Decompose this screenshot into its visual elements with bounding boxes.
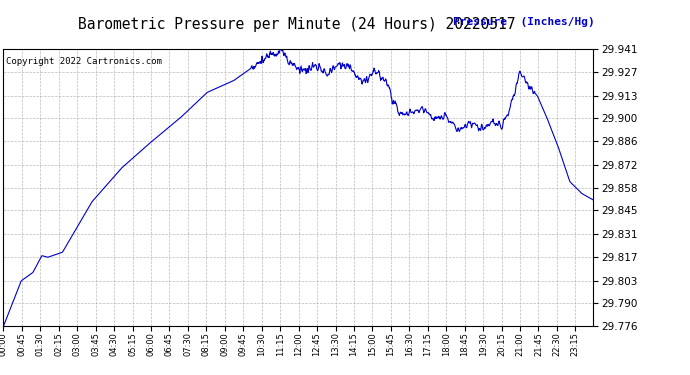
Text: Barometric Pressure per Minute (24 Hours) 20220517: Barometric Pressure per Minute (24 Hours… [78, 17, 515, 32]
Text: Pressure  (Inches/Hg): Pressure (Inches/Hg) [453, 17, 595, 27]
Text: Copyright 2022 Cartronics.com: Copyright 2022 Cartronics.com [6, 57, 162, 66]
